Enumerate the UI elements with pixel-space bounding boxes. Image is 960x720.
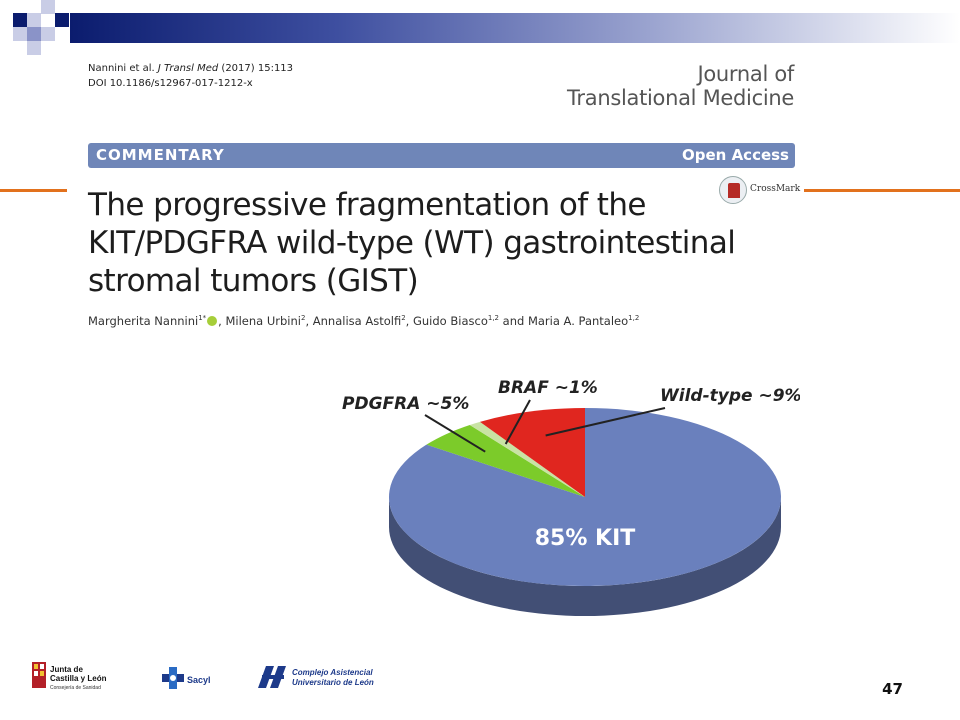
author-affiliation: 1* bbox=[198, 314, 207, 323]
deco-square bbox=[41, 0, 55, 14]
deco-square bbox=[13, 13, 27, 27]
sacyl-logo: Sacyl bbox=[162, 667, 211, 689]
crossmark-label: CrossMark bbox=[750, 184, 801, 194]
orange-rule-right bbox=[804, 189, 960, 192]
pie-leader-line bbox=[424, 414, 486, 453]
orange-rule-left bbox=[0, 189, 67, 192]
article-title: The progressive fragmentation of the KIT… bbox=[88, 187, 736, 299]
author-separator: , bbox=[218, 314, 226, 328]
pie-slice bbox=[469, 421, 585, 497]
complejo-asistencial-logo: Complejo Asistencial Universitario de Le… bbox=[258, 666, 374, 688]
citation-doi: DOI 10.1186/s12967-017-1212-x bbox=[88, 78, 253, 89]
pie-label: Wild-type ~9% bbox=[660, 386, 800, 406]
jcyl-line3: Consejería de Sanidad bbox=[50, 685, 101, 691]
crossmark-badge[interactable]: CrossMark bbox=[719, 176, 801, 204]
crossmark-icon bbox=[719, 176, 747, 204]
orcid-icon[interactable] bbox=[207, 316, 218, 326]
author-name: Margherita Nannini bbox=[88, 314, 199, 328]
citation-authors: Nannini et al. bbox=[88, 63, 155, 74]
author-list: Margherita Nannini1*, Milena Urbini2, An… bbox=[88, 314, 639, 328]
pie-slice bbox=[479, 408, 585, 497]
author-affiliation: 2 bbox=[301, 314, 306, 323]
page-number: 47 bbox=[882, 680, 903, 698]
deco-square bbox=[27, 13, 41, 27]
pie-leader-line bbox=[504, 399, 531, 445]
header-gradient-bar bbox=[70, 13, 960, 43]
complejo-line1: Complejo Asistencial bbox=[292, 668, 373, 677]
author-separator: , bbox=[305, 314, 313, 328]
author-name: Maria A. Pantaleo bbox=[527, 314, 629, 328]
author-affiliation: 1,2 bbox=[487, 314, 499, 323]
citation-journal: J Transl Med bbox=[157, 63, 219, 74]
deco-square bbox=[41, 27, 55, 41]
pie-label: PDGFRA ~5% bbox=[342, 394, 469, 414]
deco-square bbox=[55, 13, 69, 27]
author-name: Annalisa Astolfi bbox=[312, 314, 402, 328]
author-affiliation: 2 bbox=[401, 314, 406, 323]
sacyl-cross-icon bbox=[162, 667, 184, 689]
author-name: Guido Biasco bbox=[412, 314, 488, 328]
junta-castilla-leon-logo: Junta de Castilla y León Consejería de S… bbox=[32, 662, 107, 691]
article-type: COMMENTARY bbox=[96, 146, 225, 164]
pie-slice bbox=[389, 408, 782, 586]
open-access-label: Open Access bbox=[682, 146, 789, 164]
journal-logo: Journal of Translational Medicine bbox=[567, 62, 794, 110]
pie-slice bbox=[426, 424, 585, 497]
pie-leader-line bbox=[545, 407, 666, 437]
journal-line2: Translational Medicine bbox=[566, 86, 794, 110]
deco-square bbox=[27, 27, 41, 41]
jcyl-line1: Junta de bbox=[50, 665, 83, 674]
pie-label: 85% KIT bbox=[535, 526, 636, 551]
author-separator: , bbox=[405, 314, 413, 328]
article-type-banner: COMMENTARY Open Access bbox=[88, 143, 795, 168]
citation-volume: (2017) 15:113 bbox=[221, 63, 294, 74]
pie-label: BRAF ~1% bbox=[498, 378, 598, 398]
author-name: Milena Urbini bbox=[225, 314, 301, 328]
gist-pie-chart: 85% KIT PDGFRA ~5% BRAF ~1% Wild-type ~9% bbox=[342, 378, 800, 616]
complejo-line2: Universitario de León bbox=[292, 678, 374, 687]
journal-line1: Journal of bbox=[697, 62, 794, 86]
deco-square bbox=[27, 41, 41, 55]
author-affiliation: 1,2 bbox=[628, 314, 640, 323]
jcyl-line2: Castilla y León bbox=[50, 674, 107, 683]
deco-square bbox=[13, 27, 27, 41]
sacyl-text: Sacyl bbox=[187, 675, 211, 685]
citation: Nannini et al. J Transl Med (2017) 15:11… bbox=[88, 61, 293, 91]
complejo-emblem-icon bbox=[258, 666, 286, 688]
author-separator: and bbox=[499, 314, 528, 328]
pie-slice-side bbox=[389, 497, 781, 616]
